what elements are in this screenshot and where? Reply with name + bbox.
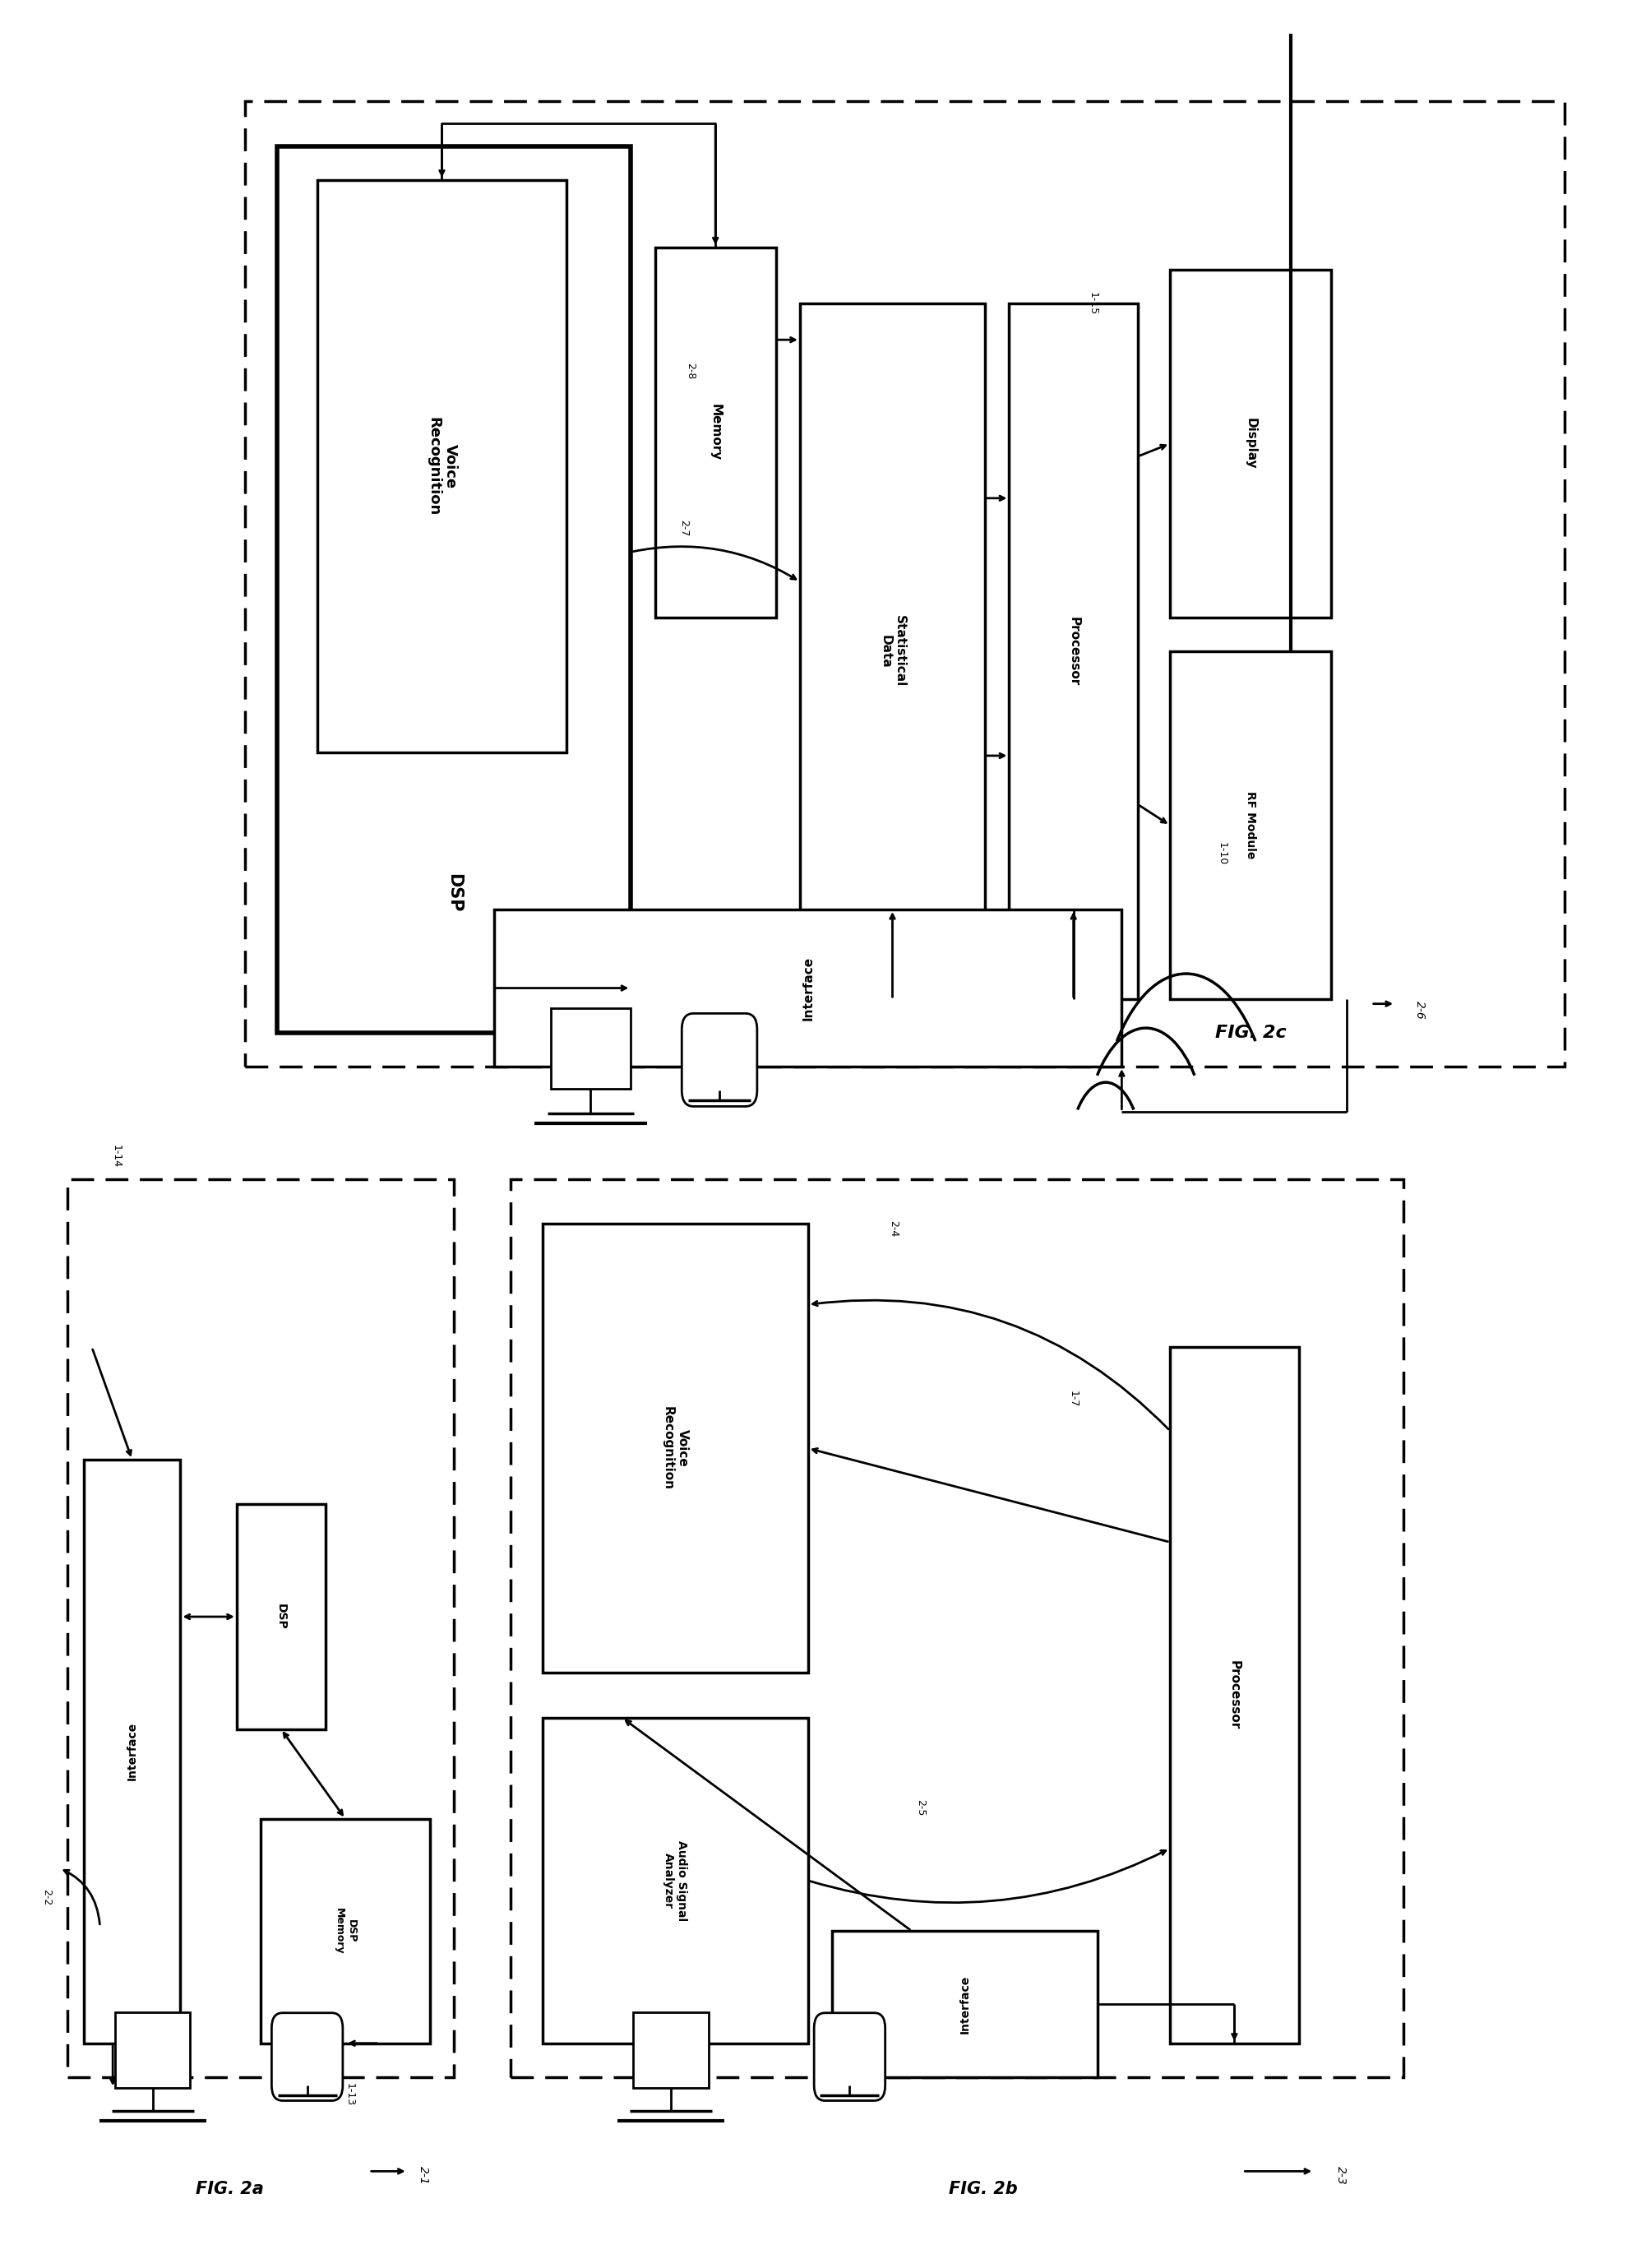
FancyBboxPatch shape <box>271 2014 343 2100</box>
FancyBboxPatch shape <box>682 1014 757 1107</box>
Text: 1-10: 1-10 <box>1216 841 1227 864</box>
Bar <box>1170 270 1332 617</box>
Bar <box>494 909 1121 1066</box>
Bar <box>552 1009 630 1089</box>
Text: 1-15: 1-15 <box>1087 293 1098 315</box>
Text: DSP: DSP <box>276 1603 287 1631</box>
Text: 2-3: 2-3 <box>1335 2166 1346 2184</box>
Bar <box>542 1717 808 2043</box>
FancyBboxPatch shape <box>814 2014 885 2100</box>
Text: Interface: Interface <box>801 955 814 1021</box>
Bar <box>832 1930 1098 2077</box>
Text: Memory: Memory <box>710 404 721 460</box>
Text: Processor: Processor <box>1229 1660 1240 1730</box>
Text: Voice
Recognition: Voice Recognition <box>663 1406 689 1490</box>
Text: RF Module: RF Module <box>1245 792 1257 860</box>
Bar <box>237 1504 325 1728</box>
Text: 2-2: 2-2 <box>41 1889 52 1905</box>
Bar <box>261 1819 429 2043</box>
Text: Display: Display <box>1244 417 1257 469</box>
Text: 2-4: 2-4 <box>888 1220 899 1236</box>
Text: Interface: Interface <box>126 1721 137 1780</box>
Text: Processor: Processor <box>1067 617 1080 685</box>
Text: 2-1: 2-1 <box>418 2166 429 2184</box>
Bar <box>245 102 1563 1066</box>
Bar <box>83 1461 181 2043</box>
Bar <box>800 304 986 1000</box>
Text: 1-7: 1-7 <box>1067 1390 1079 1408</box>
Text: FIG. 2c: FIG. 2c <box>1214 1025 1286 1041</box>
Bar <box>511 1179 1404 2077</box>
Text: Interface: Interface <box>960 1975 971 2034</box>
Bar <box>1009 304 1138 1000</box>
Text: 2-6: 2-6 <box>1413 1000 1425 1021</box>
Text: DSP
Memory: DSP Memory <box>335 1907 357 1955</box>
Text: 2-5: 2-5 <box>916 1799 925 1817</box>
Bar <box>317 179 566 753</box>
Bar <box>633 2012 708 2089</box>
Bar <box>542 1225 808 1674</box>
Text: Voice
Recognition: Voice Recognition <box>426 417 459 515</box>
Bar <box>1170 651 1332 1000</box>
Bar <box>277 145 632 1032</box>
Text: Audio Signal
Analyzer: Audio Signal Analyzer <box>663 1839 687 1921</box>
Text: FIG. 2a: FIG. 2a <box>196 2182 264 2198</box>
Text: FIG. 2b: FIG. 2b <box>950 2182 1018 2198</box>
Text: 1-14: 1-14 <box>111 1145 121 1168</box>
Bar <box>654 247 775 617</box>
Bar <box>1170 1347 1299 2043</box>
Bar <box>116 2012 191 2089</box>
Text: 1-13: 1-13 <box>344 2084 354 2107</box>
Text: DSP: DSP <box>446 873 462 912</box>
Text: 2-7: 2-7 <box>679 519 689 535</box>
Bar <box>69 1179 454 2077</box>
Text: 2-8: 2-8 <box>685 363 695 379</box>
Text: Statistical
Data: Statistical Data <box>880 615 906 687</box>
